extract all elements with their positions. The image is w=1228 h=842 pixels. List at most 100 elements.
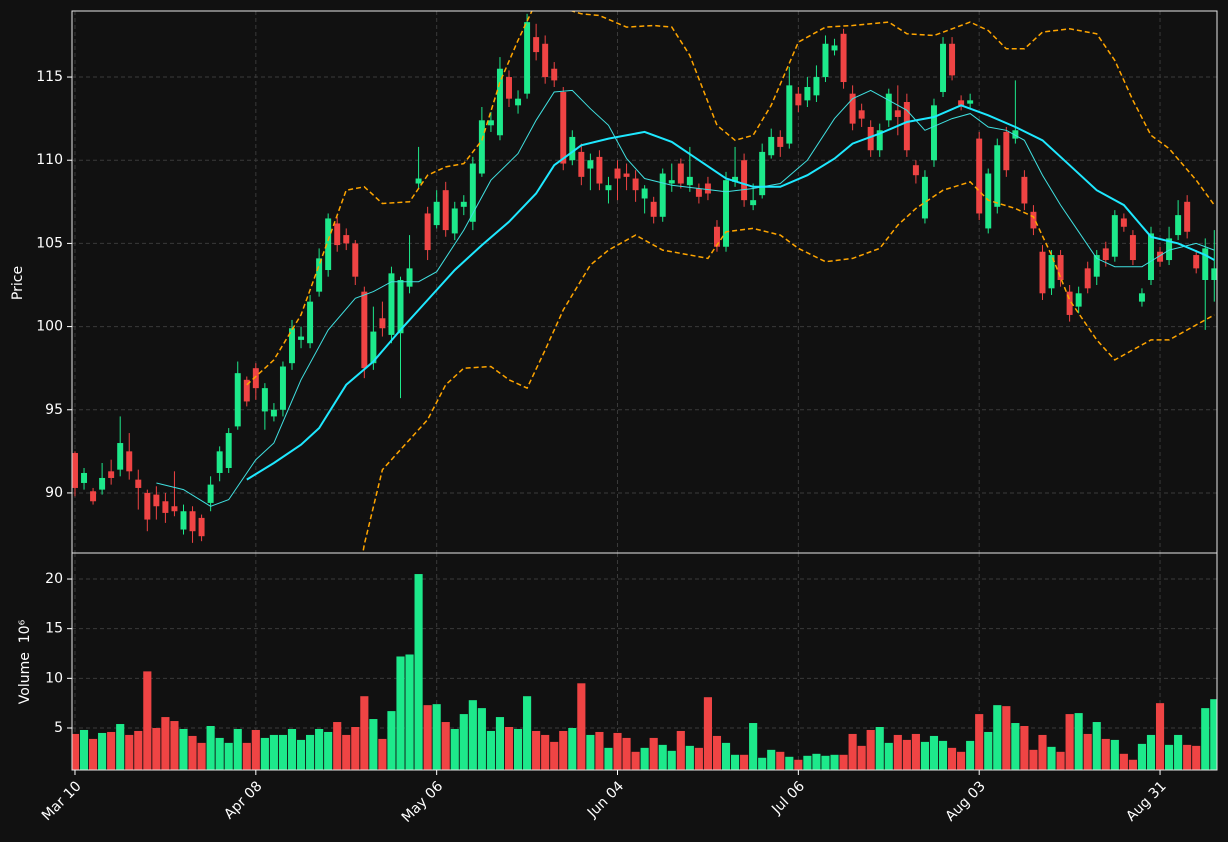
- volume-bar: [1110, 739, 1119, 770]
- candle-body: [695, 188, 702, 197]
- candle-body: [912, 165, 919, 176]
- candle-body: [813, 77, 820, 96]
- volume-bar: [911, 733, 920, 770]
- volume-bar: [857, 745, 866, 770]
- candle-body: [551, 68, 558, 81]
- volume-bar: [712, 735, 722, 770]
- volume-bar: [477, 708, 486, 770]
- volume-bar: [287, 728, 297, 770]
- candle-body: [261, 388, 268, 412]
- candle-body: [252, 368, 259, 389]
- candle-body: [1148, 233, 1154, 281]
- band-line: [246, 11, 1215, 386]
- volume-bar: [468, 700, 477, 770]
- volume-bar: [125, 734, 134, 770]
- volume-bar: [387, 711, 396, 770]
- volume-bar: [79, 729, 89, 770]
- candle-body: [1084, 268, 1091, 289]
- candle-body: [388, 273, 395, 335]
- volume-bar: [206, 726, 215, 770]
- volume-bar: [848, 733, 857, 770]
- candle-body: [1202, 248, 1209, 281]
- candle-body: [976, 138, 983, 214]
- volume-bar: [785, 756, 794, 770]
- volume-bar: [984, 731, 993, 770]
- volume-bar: [351, 726, 360, 770]
- candle-body: [958, 100, 965, 106]
- candle-body: [424, 213, 431, 251]
- volume-bar: [1083, 733, 1092, 770]
- price-panel: [72, 11, 1217, 553]
- candle-body: [1066, 291, 1073, 315]
- volume-bar: [622, 737, 631, 770]
- volume-bar: [676, 730, 685, 770]
- volume-bar: [667, 750, 676, 770]
- candle-body: [126, 451, 133, 472]
- volume-bar: [1038, 734, 1047, 770]
- volume-axis-label: Volume 10⁶: [17, 619, 33, 704]
- candle-body: [831, 45, 838, 51]
- candle-body: [967, 100, 974, 104]
- candle-body: [1048, 255, 1055, 289]
- candle-body: [524, 22, 531, 94]
- y-tick-label: 95: [45, 402, 63, 418]
- volume-bar: [839, 754, 848, 770]
- price-axis-label: Price: [10, 266, 26, 300]
- candle-body: [1175, 215, 1182, 236]
- candle-body: [1193, 255, 1200, 269]
- volume-bar: [1002, 706, 1011, 770]
- volume-bar: [541, 734, 550, 770]
- volume-bar: [432, 704, 441, 770]
- volume-bar: [1011, 723, 1020, 770]
- candle-body: [786, 85, 793, 144]
- volume-bar: [966, 740, 975, 770]
- band-line: [362, 181, 1215, 553]
- volume-bar: [740, 754, 749, 770]
- candle-body: [732, 176, 739, 182]
- candle-body: [1039, 251, 1046, 294]
- volume-bar: [920, 741, 930, 770]
- candle-body: [1003, 131, 1010, 171]
- candle-body: [370, 331, 377, 364]
- volume-bar: [866, 729, 875, 770]
- volume-bar: [550, 741, 559, 770]
- y-tick-label: 110: [36, 152, 63, 168]
- volume-bar: [116, 724, 125, 770]
- volume-bar: [1065, 714, 1074, 770]
- candle-body: [415, 178, 422, 184]
- candle-body: [225, 433, 232, 468]
- volume-bar: [993, 705, 1002, 770]
- volume-bar: [134, 730, 143, 770]
- volume-bar: [1155, 703, 1165, 770]
- candle-body: [994, 145, 1001, 207]
- candle-body: [596, 156, 603, 184]
- volume-bar: [1165, 744, 1174, 770]
- candle-body: [1093, 255, 1100, 277]
- candle-body: [1102, 248, 1109, 261]
- moving-average: [246, 104, 1215, 481]
- volume-bar: [1074, 713, 1083, 770]
- volume-bar: [577, 683, 586, 770]
- volume-bar: [523, 696, 532, 770]
- candle-body: [397, 280, 404, 334]
- volume-bar: [504, 726, 514, 770]
- candle-body: [108, 471, 115, 478]
- volume-bar: [405, 654, 414, 770]
- volume-bar: [215, 737, 224, 770]
- volume-bar: [269, 734, 278, 770]
- candle-body: [343, 235, 350, 244]
- volume-bar: [333, 722, 342, 770]
- candle-body: [361, 291, 368, 369]
- candle-body: [668, 180, 675, 184]
- candle-body: [298, 336, 305, 340]
- volume-bar: [296, 739, 306, 770]
- volume-bar: [324, 731, 333, 770]
- moving-average: [156, 89, 1215, 507]
- candle-body: [442, 190, 449, 231]
- y-tick-label: 100: [36, 319, 63, 335]
- candle-body: [822, 43, 829, 78]
- volume-bar: [613, 732, 622, 770]
- volume-bar: [631, 751, 640, 770]
- volume-bar: [586, 734, 595, 770]
- v-tick-label: 15: [45, 621, 63, 637]
